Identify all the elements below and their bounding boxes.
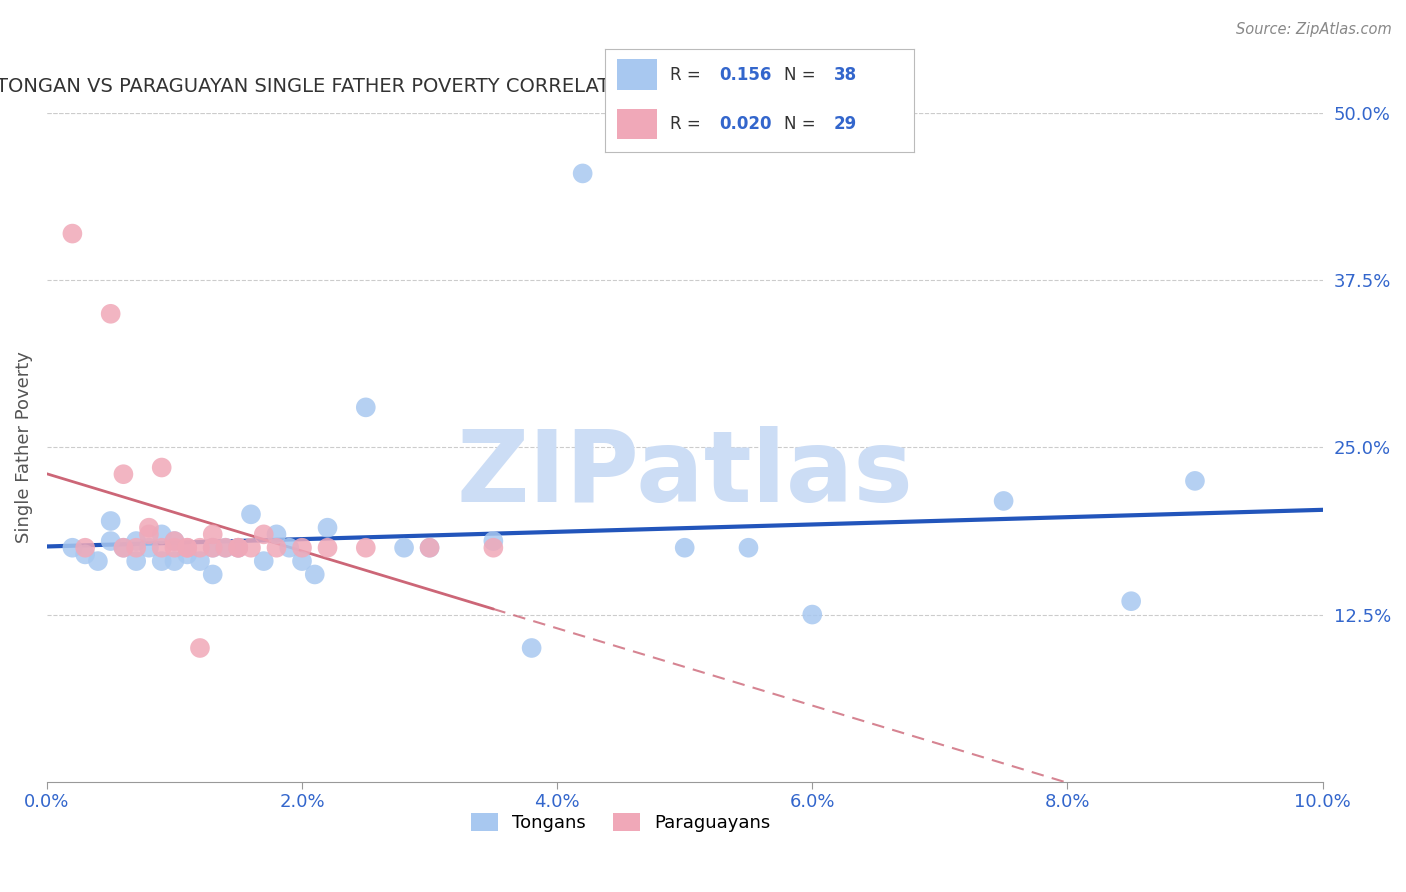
Point [100, 534, 122, 549]
Point [266, 541, 288, 555]
Text: 38: 38 [834, 66, 856, 84]
Point [240, 508, 263, 522]
FancyBboxPatch shape [617, 109, 657, 139]
Point [125, 534, 148, 549]
Text: N =: N = [785, 115, 821, 133]
Point [188, 541, 211, 555]
Text: 0.156: 0.156 [718, 66, 772, 84]
Text: ZIPatlas: ZIPatlas [457, 425, 912, 523]
Point [316, 541, 339, 555]
Point [993, 494, 1015, 508]
Point [163, 534, 186, 549]
Point [482, 541, 505, 555]
Point [150, 460, 173, 475]
Point [253, 554, 276, 568]
Point [253, 527, 276, 541]
Point [278, 541, 301, 555]
Text: R =: R = [669, 115, 706, 133]
Point [138, 527, 160, 541]
Point [571, 166, 593, 180]
Point [214, 541, 236, 555]
Text: TONGAN VS PARAGUAYAN SINGLE FATHER POVERTY CORRELATION CHART: TONGAN VS PARAGUAYAN SINGLE FATHER POVER… [0, 78, 717, 96]
Point [125, 554, 148, 568]
Point [1121, 594, 1143, 608]
Point [520, 640, 543, 655]
Point [316, 521, 339, 535]
Point [60, 541, 83, 555]
Point [737, 541, 759, 555]
Point [75, 548, 97, 562]
Point [138, 541, 160, 555]
Text: 29: 29 [834, 115, 856, 133]
Point [100, 307, 122, 321]
Point [100, 514, 122, 528]
Point [226, 541, 249, 555]
Point [60, 227, 83, 241]
Point [304, 567, 326, 582]
Text: Source: ZipAtlas.com: Source: ZipAtlas.com [1236, 22, 1392, 37]
Point [392, 541, 415, 555]
Point [201, 541, 224, 555]
Point [214, 541, 236, 555]
Point [176, 541, 198, 555]
Y-axis label: Single Father Poverty: Single Father Poverty [15, 351, 32, 543]
FancyBboxPatch shape [617, 60, 657, 90]
Point [673, 541, 696, 555]
Point [419, 541, 441, 555]
Point [291, 541, 314, 555]
Point [226, 541, 249, 555]
Point [176, 541, 198, 555]
Point [201, 541, 224, 555]
Point [240, 541, 263, 555]
Point [87, 554, 110, 568]
Point [482, 534, 505, 549]
Point [163, 541, 186, 555]
Point [150, 527, 173, 541]
Text: N =: N = [785, 66, 821, 84]
Point [125, 541, 148, 555]
Text: 0.020: 0.020 [718, 115, 772, 133]
Text: R =: R = [669, 66, 711, 84]
Point [354, 541, 377, 555]
Point [226, 541, 249, 555]
Point [201, 527, 224, 541]
Point [188, 640, 211, 655]
Legend: Tongans, Paraguayans: Tongans, Paraguayans [464, 805, 778, 839]
Point [188, 554, 211, 568]
Point [201, 567, 224, 582]
Point [75, 541, 97, 555]
Point [1184, 474, 1206, 488]
Point [419, 541, 441, 555]
Point [163, 554, 186, 568]
Point [266, 527, 288, 541]
Point [150, 554, 173, 568]
Point [801, 607, 824, 622]
Point [112, 541, 135, 555]
Point [112, 541, 135, 555]
Point [112, 467, 135, 482]
Point [176, 548, 198, 562]
Point [163, 534, 186, 549]
Point [354, 401, 377, 415]
Point [150, 541, 173, 555]
Point [138, 521, 160, 535]
Point [291, 554, 314, 568]
